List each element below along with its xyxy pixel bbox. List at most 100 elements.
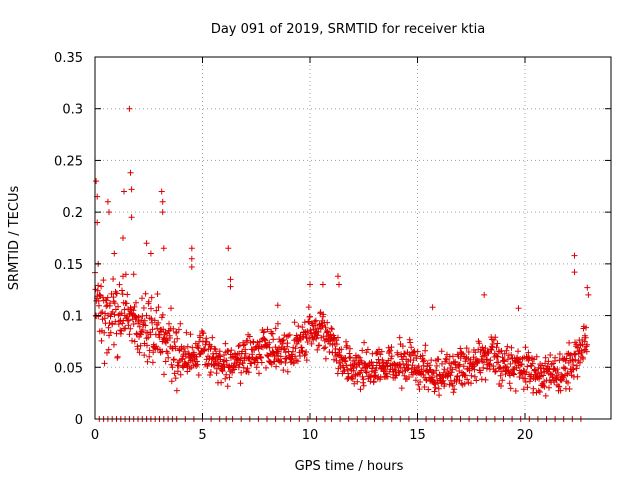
data-point <box>195 345 202 352</box>
data-point <box>457 355 464 362</box>
data-point <box>583 348 590 355</box>
x-tick-label: 5 <box>198 428 206 443</box>
data-point <box>193 363 200 369</box>
data-point <box>329 326 335 333</box>
data-point <box>155 304 162 311</box>
data-point <box>401 372 408 379</box>
data-point <box>125 317 132 324</box>
data-point <box>494 353 501 360</box>
data-point <box>495 359 502 366</box>
data-point <box>499 377 506 384</box>
data-point <box>349 376 356 382</box>
data-point <box>116 318 123 325</box>
data-point <box>447 372 454 379</box>
data-point <box>118 310 125 317</box>
data-point <box>253 364 260 371</box>
data-point <box>542 392 549 399</box>
data-point <box>162 358 169 365</box>
data-point <box>335 334 341 341</box>
data-point <box>170 325 177 332</box>
data-point <box>200 330 207 337</box>
data-point <box>314 346 321 353</box>
data-point <box>159 198 166 205</box>
data-point <box>581 338 588 345</box>
data-point <box>320 333 327 340</box>
data-point <box>571 351 578 358</box>
data-point <box>501 358 508 365</box>
data-point <box>333 341 340 348</box>
data-point <box>436 392 443 399</box>
data-point <box>175 326 182 333</box>
data-point <box>408 344 415 351</box>
data-point <box>556 357 563 364</box>
data-point <box>340 364 347 371</box>
data-point <box>524 363 531 370</box>
data-point <box>535 370 542 377</box>
data-point <box>419 352 426 359</box>
data-point <box>335 349 342 356</box>
data-point <box>150 349 157 356</box>
data-point <box>369 365 376 372</box>
data-point <box>295 323 302 330</box>
data-point <box>258 359 265 366</box>
data-point <box>131 303 138 310</box>
data-point <box>188 245 195 252</box>
data-point <box>272 344 279 351</box>
data-point <box>580 355 587 362</box>
data-point <box>157 349 164 356</box>
data-point <box>438 348 445 355</box>
data-point <box>472 349 479 356</box>
data-point <box>228 347 235 354</box>
grid-lines <box>95 57 611 419</box>
data-point <box>442 355 449 362</box>
data-point <box>142 290 149 297</box>
data-point <box>279 340 286 347</box>
data-point <box>522 379 529 385</box>
data-point <box>144 358 151 365</box>
data-point <box>110 276 117 282</box>
data-point <box>347 354 354 361</box>
data-point <box>417 379 424 385</box>
data-point <box>218 379 225 386</box>
data-point <box>286 331 293 338</box>
data-point <box>416 386 423 393</box>
y-tick-label: 0.25 <box>54 154 83 169</box>
data-point <box>258 354 265 361</box>
data-point <box>148 316 155 322</box>
data-point <box>122 325 129 332</box>
data-point <box>378 348 385 355</box>
data-point <box>490 337 497 343</box>
data-point <box>320 311 327 318</box>
data-point <box>115 303 121 310</box>
y-axis-label: SRMTID / TECUs <box>7 186 22 291</box>
data-point <box>584 284 591 291</box>
data-point <box>335 273 341 280</box>
y-tick-label: 0.35 <box>54 51 83 66</box>
data-point <box>277 353 284 360</box>
x-axis-label: GPS time / hours <box>295 459 404 474</box>
x-tick-label: 10 <box>302 428 319 443</box>
data-point <box>483 365 490 372</box>
data-point <box>231 366 238 373</box>
data-point <box>292 345 299 352</box>
data-point <box>384 363 391 370</box>
data-point <box>148 305 154 312</box>
data-point <box>294 358 301 365</box>
data-point <box>574 373 581 380</box>
data-point <box>123 300 130 307</box>
data-point <box>217 356 224 363</box>
data-point <box>328 325 335 332</box>
data-point <box>336 281 342 288</box>
data-point <box>137 331 144 338</box>
data-point <box>564 370 571 377</box>
data-point <box>473 377 480 384</box>
data-point <box>425 386 432 393</box>
data-point <box>322 324 329 331</box>
data-point <box>104 198 111 205</box>
data-point <box>351 357 358 364</box>
data-point <box>208 343 215 350</box>
data-point <box>430 370 437 377</box>
data-point <box>139 327 146 333</box>
data-point <box>173 387 180 394</box>
